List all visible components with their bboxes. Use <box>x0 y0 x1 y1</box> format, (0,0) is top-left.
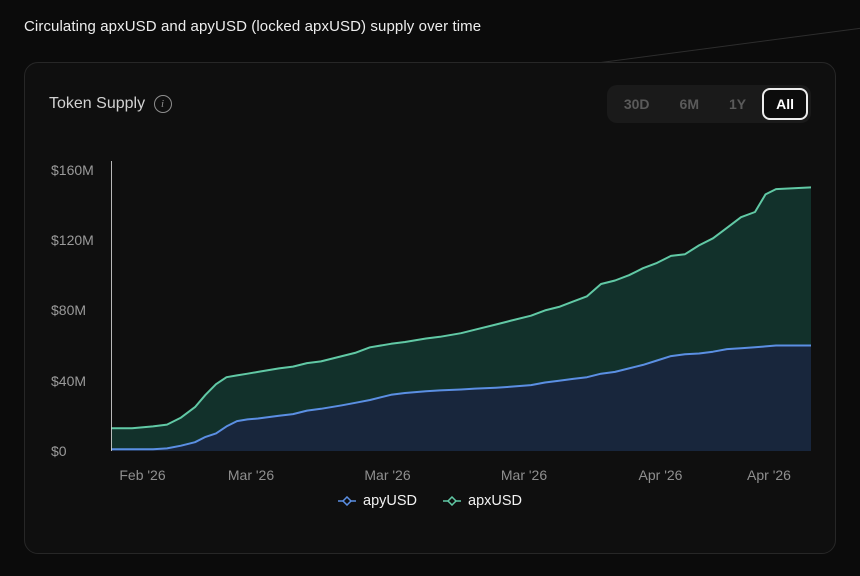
range-button-30d[interactable]: 30D <box>610 88 664 121</box>
range-button-all[interactable]: All <box>762 87 808 121</box>
range-button-1y[interactable]: 1Y <box>715 88 760 121</box>
info-icon[interactable]: i <box>154 95 173 113</box>
time-range-selector: 30D 6M 1Y All <box>606 84 811 124</box>
range-button-6m[interactable]: 6M <box>666 88 713 121</box>
legend-item-apxusd[interactable]: apxUSD <box>443 493 522 509</box>
page-title: Circulating apxUSD and apyUSD (locked ap… <box>24 18 482 35</box>
x-axis-label: Mar '26 <box>500 467 548 483</box>
y-axis-label: $0 <box>51 443 67 459</box>
legend-item-apyusd[interactable]: apyUSD <box>338 493 417 509</box>
apxusd-legend-diamond-icon <box>443 496 461 506</box>
x-axis-label: Mar '26 <box>364 467 411 483</box>
apyusd-legend-diamond-icon <box>338 496 356 506</box>
chart-legend: apyUSD apxUSD <box>49 493 811 509</box>
plot-area <box>111 161 811 451</box>
x-axis-label: Feb '26 <box>119 467 166 483</box>
card-header: Token Supply i 30D 6M 1Y All <box>49 83 811 125</box>
y-axis-label: $40M <box>51 372 87 389</box>
apyUSD-area <box>111 345 811 451</box>
legend-label: apyUSD <box>363 493 417 509</box>
apyUSD-line <box>111 344 811 451</box>
x-axis-label: Mar '26 <box>227 467 275 483</box>
y-axis-label: $80M <box>51 302 87 319</box>
legend-label: apxUSD <box>468 493 522 509</box>
x-axis: Feb '26 Mar '26 Mar '26 Mar '26 Apr '26 Apr '… <box>111 451 811 491</box>
x-axis-label: Apr '26 <box>747 467 791 483</box>
supply-chart-svg <box>111 161 811 451</box>
card-title-wrap: Token Supply i <box>49 95 173 113</box>
y-axis-label: $120M <box>51 232 94 249</box>
y-axis: $0 $40M $80M $120M $160M <box>49 161 111 459</box>
chart-area: $0 $40M $80M $120M $160M Feb '26 Mar '26 Mar '… <box>49 161 811 491</box>
y-axis-label: $160M <box>51 161 94 178</box>
x-axis-label: Apr '26 <box>638 467 683 483</box>
apxUSD-line <box>111 186 811 430</box>
token-supply-card: Token Supply i 30D 6M 1Y All $0 $40M $80M $… <box>24 62 836 554</box>
card-title: Token Supply <box>49 95 146 112</box>
